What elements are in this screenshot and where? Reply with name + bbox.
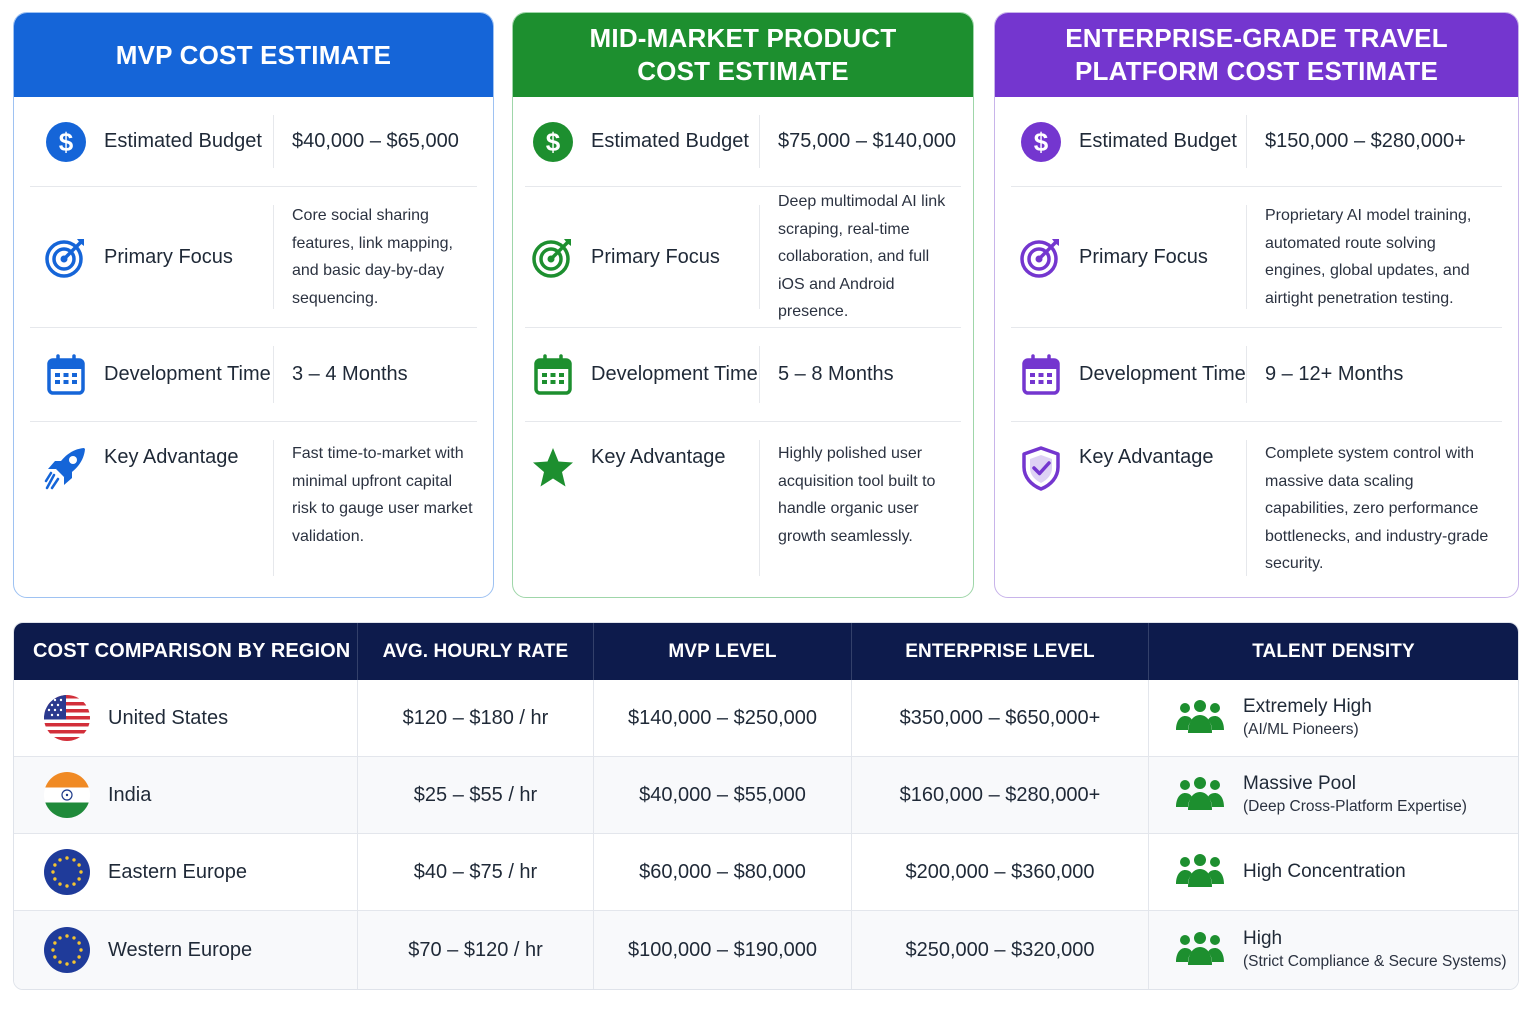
target-icon bbox=[44, 235, 88, 279]
enterprise-level: $250,000 – $320,000 bbox=[852, 911, 1149, 989]
india-flag-icon bbox=[44, 772, 90, 818]
time-label: Development Time bbox=[591, 363, 758, 385]
talent-note: (AI/ML Pioneers) bbox=[1243, 721, 1359, 738]
focus-label: Primary Focus bbox=[591, 245, 720, 268]
focus-value: Deep multimodal AI link scraping, real-t… bbox=[778, 193, 946, 321]
people-group-icon bbox=[1176, 700, 1224, 733]
hourly-rate: $25 – $55 / hr bbox=[358, 757, 594, 833]
mid-market-cost-card: MID-MARKET PRODUCT COST ESTIMATE $ Estim… bbox=[512, 12, 974, 598]
dollar-icon: $ bbox=[44, 120, 88, 164]
calendar-icon bbox=[1019, 353, 1063, 397]
talent-note: (Deep Cross-Platform Expertise) bbox=[1243, 798, 1467, 815]
focus-value: Proprietary AI model training, automated… bbox=[1265, 207, 1472, 307]
advantage-row: Key Advantage Highly polished user acqui… bbox=[525, 422, 961, 594]
advantage-label: Key Advantage bbox=[1079, 446, 1214, 468]
header-mvp-level: MVP LEVEL bbox=[594, 623, 852, 680]
mvp-cost-card: MVP COST ESTIMATE $ Estimated Budget $40… bbox=[13, 12, 494, 598]
budget-label: Estimated Budget bbox=[591, 130, 749, 152]
enterprise-level: $160,000 – $280,000+ bbox=[852, 757, 1149, 833]
enterprise-level: $350,000 – $650,000+ bbox=[852, 680, 1149, 756]
advantage-label: Key Advantage bbox=[104, 446, 239, 468]
time-row: Development Time 3 – 4 Months bbox=[30, 328, 477, 422]
time-value: 3 – 4 Months bbox=[292, 363, 408, 385]
time-row: Development Time 9 – 12+ Months bbox=[1011, 328, 1502, 422]
talent-note: (Strict Compliance & Secure Systems) bbox=[1243, 953, 1507, 970]
budget-value: $150,000 – $280,000+ bbox=[1265, 130, 1466, 152]
time-value: 5 – 8 Months bbox=[778, 363, 894, 385]
star-icon bbox=[531, 446, 575, 490]
hourly-rate: $70 – $120 / hr bbox=[358, 911, 594, 989]
header-hourly-rate: AVG. HOURLY RATE bbox=[358, 623, 594, 680]
header-region: COST COMPARISON BY REGION bbox=[14, 623, 358, 680]
region-name: Eastern Europe bbox=[108, 860, 247, 883]
talent-level: High Concentration bbox=[1243, 861, 1406, 882]
rocket-icon bbox=[44, 446, 88, 490]
region-name: India bbox=[108, 783, 152, 806]
svg-text:$: $ bbox=[1034, 127, 1049, 157]
dollar-icon: $ bbox=[531, 120, 575, 164]
table-header: COST COMPARISON BY REGION AVG. HOURLY RA… bbox=[14, 623, 1518, 680]
mvp-level: $60,000 – $80,000 bbox=[594, 834, 852, 910]
focus-row: Primary Focus Proprietary AI model train… bbox=[1011, 187, 1502, 328]
time-label: Development Time bbox=[104, 363, 271, 385]
region-cost-table: COST COMPARISON BY REGION AVG. HOURLY RA… bbox=[13, 622, 1519, 990]
header-enterprise-level: ENTERPRISE LEVEL bbox=[852, 623, 1149, 680]
target-icon bbox=[531, 235, 575, 279]
budget-row: $ Estimated Budget $75,000 – $140,000 bbox=[525, 97, 961, 187]
advantage-value: Fast time-to-market with minimal upfront… bbox=[292, 445, 473, 545]
eu-flag-icon bbox=[44, 927, 90, 973]
enterprise-level: $200,000 – $360,000 bbox=[852, 834, 1149, 910]
focus-value: Core social sharing features, link mappi… bbox=[292, 207, 453, 307]
enterprise-card-title: ENTERPRISE-GRADE TRAVEL PLATFORM COST ES… bbox=[995, 13, 1518, 97]
shield-check-icon bbox=[1019, 446, 1063, 491]
hourly-rate: $40 – $75 / hr bbox=[358, 834, 594, 910]
time-label: Development Time bbox=[1079, 363, 1246, 385]
focus-row: Primary Focus Deep multimodal AI link sc… bbox=[525, 187, 961, 328]
time-row: Development Time 5 – 8 Months bbox=[525, 328, 961, 422]
mvp-level: $100,000 – $190,000 bbox=[594, 911, 852, 989]
mvp-level: $140,000 – $250,000 bbox=[594, 680, 852, 756]
focus-label: Primary Focus bbox=[1079, 245, 1208, 268]
people-group-icon bbox=[1176, 777, 1224, 810]
budget-value: $75,000 – $140,000 bbox=[778, 130, 956, 152]
table-row: United States $120 – $180 / hr $140,000 … bbox=[14, 680, 1518, 757]
budget-label: Estimated Budget bbox=[104, 130, 262, 152]
table-row: India $25 – $55 / hr $40,000 – $55,000 $… bbox=[14, 757, 1518, 834]
svg-text:$: $ bbox=[59, 127, 74, 157]
budget-row: $ Estimated Budget $40,000 – $65,000 bbox=[30, 97, 477, 187]
budget-label: Estimated Budget bbox=[1079, 130, 1237, 152]
people-group-icon bbox=[1176, 854, 1224, 887]
us-flag-icon bbox=[44, 695, 90, 741]
svg-text:$: $ bbox=[546, 127, 561, 157]
mvp-card-title: MVP COST ESTIMATE bbox=[14, 13, 493, 97]
target-icon bbox=[1019, 235, 1063, 279]
advantage-label: Key Advantage bbox=[591, 446, 726, 468]
calendar-icon bbox=[531, 353, 575, 397]
advantage-row: Key Advantage Fast time-to-market with m… bbox=[30, 422, 477, 594]
header-talent-density: TALENT DENSITY bbox=[1252, 640, 1415, 662]
calendar-icon bbox=[44, 353, 88, 397]
time-value: 9 – 12+ Months bbox=[1265, 363, 1404, 385]
advantage-value: Highly polished user acquisition tool bu… bbox=[778, 445, 936, 545]
advantage-row: Key Advantage Complete system control wi… bbox=[1011, 422, 1502, 594]
budget-row: $ Estimated Budget $150,000 – $280,000+ bbox=[1011, 97, 1502, 187]
dollar-icon: $ bbox=[1019, 120, 1063, 164]
table-row: Eastern Europe $40 – $75 / hr $60,000 – … bbox=[14, 834, 1518, 911]
region-name: United States bbox=[108, 706, 229, 729]
focus-row: Primary Focus Core social sharing featur… bbox=[30, 187, 477, 328]
mvp-level: $40,000 – $55,000 bbox=[594, 757, 852, 833]
talent-level: High bbox=[1243, 928, 1283, 949]
budget-value: $40,000 – $65,000 bbox=[292, 130, 459, 152]
mid-market-card-title: MID-MARKET PRODUCT COST ESTIMATE bbox=[513, 13, 973, 97]
talent-level: Massive Pool bbox=[1243, 773, 1356, 794]
enterprise-cost-card: ENTERPRISE-GRADE TRAVEL PLATFORM COST ES… bbox=[994, 12, 1519, 598]
region-name: Western Europe bbox=[108, 938, 253, 961]
hourly-rate: $120 – $180 / hr bbox=[358, 680, 594, 756]
focus-label: Primary Focus bbox=[104, 245, 233, 268]
eu-flag-icon bbox=[44, 849, 90, 895]
table-row: Western Europe $70 – $120 / hr $100,000 … bbox=[14, 911, 1518, 989]
advantage-value: Complete system control with massive dat… bbox=[1265, 445, 1489, 572]
talent-level: Extremely High bbox=[1243, 696, 1372, 717]
people-group-icon bbox=[1176, 932, 1224, 965]
